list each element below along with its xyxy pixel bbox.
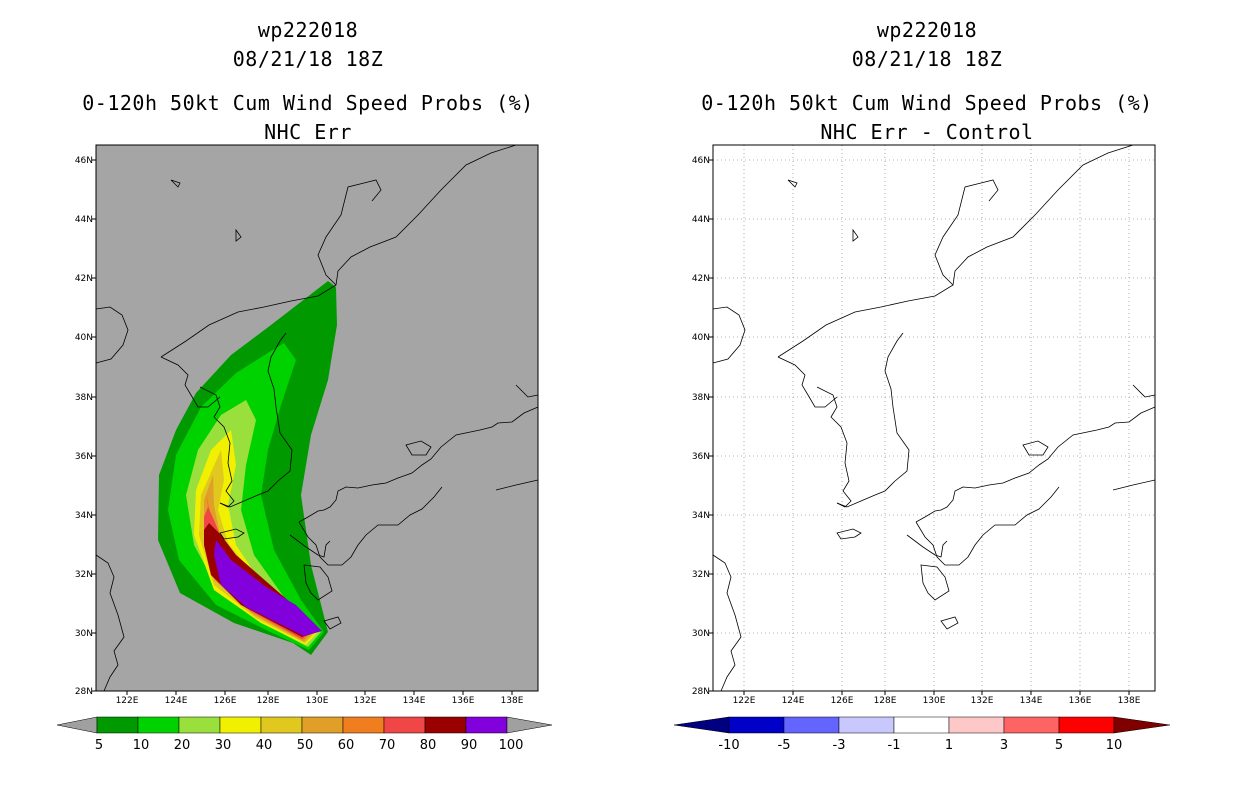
right-lon-label: 132E: [971, 696, 994, 706]
left-lat-label: 44N: [75, 215, 93, 225]
right-lat-label: 28N: [692, 687, 710, 697]
left-colorbar-label: 20: [174, 738, 191, 753]
left-colorbar-label: 40: [256, 738, 273, 753]
right-colorbar-label: -1: [888, 738, 901, 753]
left-colorbar-swatch: [96, 716, 139, 734]
right-storm-id: wp222018: [876, 18, 978, 42]
left-colorbar-label: 70: [379, 738, 396, 753]
left-lon-label: 128E: [257, 696, 280, 706]
right-lon-label: 130E: [923, 696, 946, 706]
prob-band-10: [168, 343, 324, 650]
right-colorbar-end-right: [1113, 716, 1171, 734]
right-lon-label: 138E: [1118, 696, 1141, 706]
left-lat-label: 30N: [75, 629, 93, 639]
right-datetime: 08/21/18 18Z: [851, 47, 1003, 71]
right-lon-label: 126E: [831, 696, 854, 706]
left-lon-label: 122E: [116, 696, 139, 706]
left-lat-label: 36N: [75, 452, 93, 462]
left-colorbar-swatch: [260, 716, 303, 734]
right-colorbar-label: -3: [833, 738, 846, 753]
right-lat-label: 34N: [692, 511, 710, 521]
right-colorbar-swatch: [783, 716, 840, 734]
left-colorbar-label: 5: [95, 738, 103, 753]
right-lon-label: 134E: [1020, 696, 1043, 706]
right-colorbar-swatch: [838, 716, 895, 734]
left-lat-label: 38N: [75, 393, 93, 403]
right-colorbar-swatch: [1058, 716, 1115, 734]
left-colorbar-swatch: [219, 716, 262, 734]
right-lon-label: 122E: [733, 696, 756, 706]
left-colorbar-label: 100: [499, 738, 524, 753]
left-colorbar-label: 60: [338, 738, 355, 753]
right-lat-label: 36N: [692, 452, 710, 462]
left-colorbar-swatch: [465, 716, 508, 734]
left-colorbar-swatch: [137, 716, 180, 734]
left-coastlines: [95, 144, 539, 692]
right-graticule: [713, 145, 1155, 691]
right-lat-label: 30N: [692, 629, 710, 639]
left-colorbar-end-right: [506, 716, 553, 734]
left-lat-label: 40N: [75, 333, 93, 343]
left-lon-label: 134E: [403, 696, 426, 706]
left-colorbar-swatch: [342, 716, 385, 734]
right-lat-label: 42N: [692, 274, 710, 284]
left-product-title: 0-120h 50kt Cum Wind Speed Probs (%): [82, 91, 534, 115]
right-colorbar-label: -5: [778, 738, 791, 753]
right-lat-label: 38N: [692, 393, 710, 403]
right-colorbar-swatch: [1003, 716, 1060, 734]
prob-band-100: [214, 540, 322, 636]
left-lat-label: 42N: [75, 274, 93, 284]
left-colorbar-swatch: [301, 716, 344, 734]
left-colorbar-swatch: [383, 716, 426, 734]
left-lat-label: 32N: [75, 570, 93, 580]
right-lat-label: 32N: [692, 570, 710, 580]
right-colorbar-label: -10: [718, 738, 739, 753]
left-lat-label: 28N: [75, 687, 93, 697]
right-difference-map: 46N 44N 42N 40N 38N 36N 34N 32N 30N 28N …: [692, 144, 1156, 706]
right-axis-ticks: [709, 159, 1130, 695]
right-colorbar-swatch: [948, 716, 1005, 734]
wind-probability-swath: [158, 281, 337, 655]
left-lat-label: 46N: [75, 156, 93, 166]
left-lon-label: 138E: [501, 696, 524, 706]
left-subtitle: NHC Err: [264, 120, 352, 144]
left-colorbar-label: 50: [297, 738, 314, 753]
left-lon-label: 136E: [452, 696, 475, 706]
left-colorbar-swatch: [424, 716, 467, 734]
right-colorbar-label: 5: [1055, 738, 1063, 753]
left-colorbar-label: 80: [420, 738, 437, 753]
left-lon-label: 130E: [306, 696, 329, 706]
right-colorbar-label: 3: [1000, 738, 1008, 753]
left-datetime: 08/21/18 18Z: [232, 47, 384, 71]
right-lat-label: 40N: [692, 333, 710, 343]
right-subtitle: NHC Err - Control: [820, 120, 1034, 144]
left-axis-ticks: [92, 159, 513, 695]
right-product-title: 0-120h 50kt Cum Wind Speed Probs (%): [701, 91, 1153, 115]
left-colorbar-label: 90: [461, 738, 478, 753]
right-colorbar-end-left: [673, 716, 730, 734]
left-lon-label: 126E: [214, 696, 237, 706]
right-lon-label: 124E: [782, 696, 805, 706]
left-probability-map: 46N 44N 42N 40N 38N 36N 34N 32N 30N 28N …: [75, 144, 539, 706]
right-colorbar-swatch: [893, 716, 950, 734]
left-lat-label: 34N: [75, 511, 93, 521]
right-coastlines: [712, 144, 1156, 692]
left-colorbar-label: 30: [215, 738, 232, 753]
right-lat-label: 44N: [692, 215, 710, 225]
left-storm-id: wp222018: [257, 18, 359, 42]
right-lat-label: 46N: [692, 156, 710, 166]
left-colorbar: 5 10 20 30 40 50 60 70 80 90 100: [56, 716, 553, 753]
right-lon-label: 136E: [1069, 696, 1092, 706]
right-colorbar: -10 -5 -3 -1 1 3 5 10: [673, 716, 1171, 753]
left-lon-label: 124E: [165, 696, 188, 706]
left-lon-label: 132E: [354, 696, 377, 706]
right-colorbar-label: 1: [945, 738, 953, 753]
right-colorbar-swatch: [728, 716, 785, 734]
left-colorbar-end-left: [56, 716, 98, 734]
left-colorbar-label: 10: [133, 738, 150, 753]
prob-band-40: [199, 450, 316, 643]
left-colorbar-swatch: [178, 716, 221, 734]
right-lon-label: 128E: [874, 696, 897, 706]
right-colorbar-label: 10: [1106, 738, 1123, 753]
